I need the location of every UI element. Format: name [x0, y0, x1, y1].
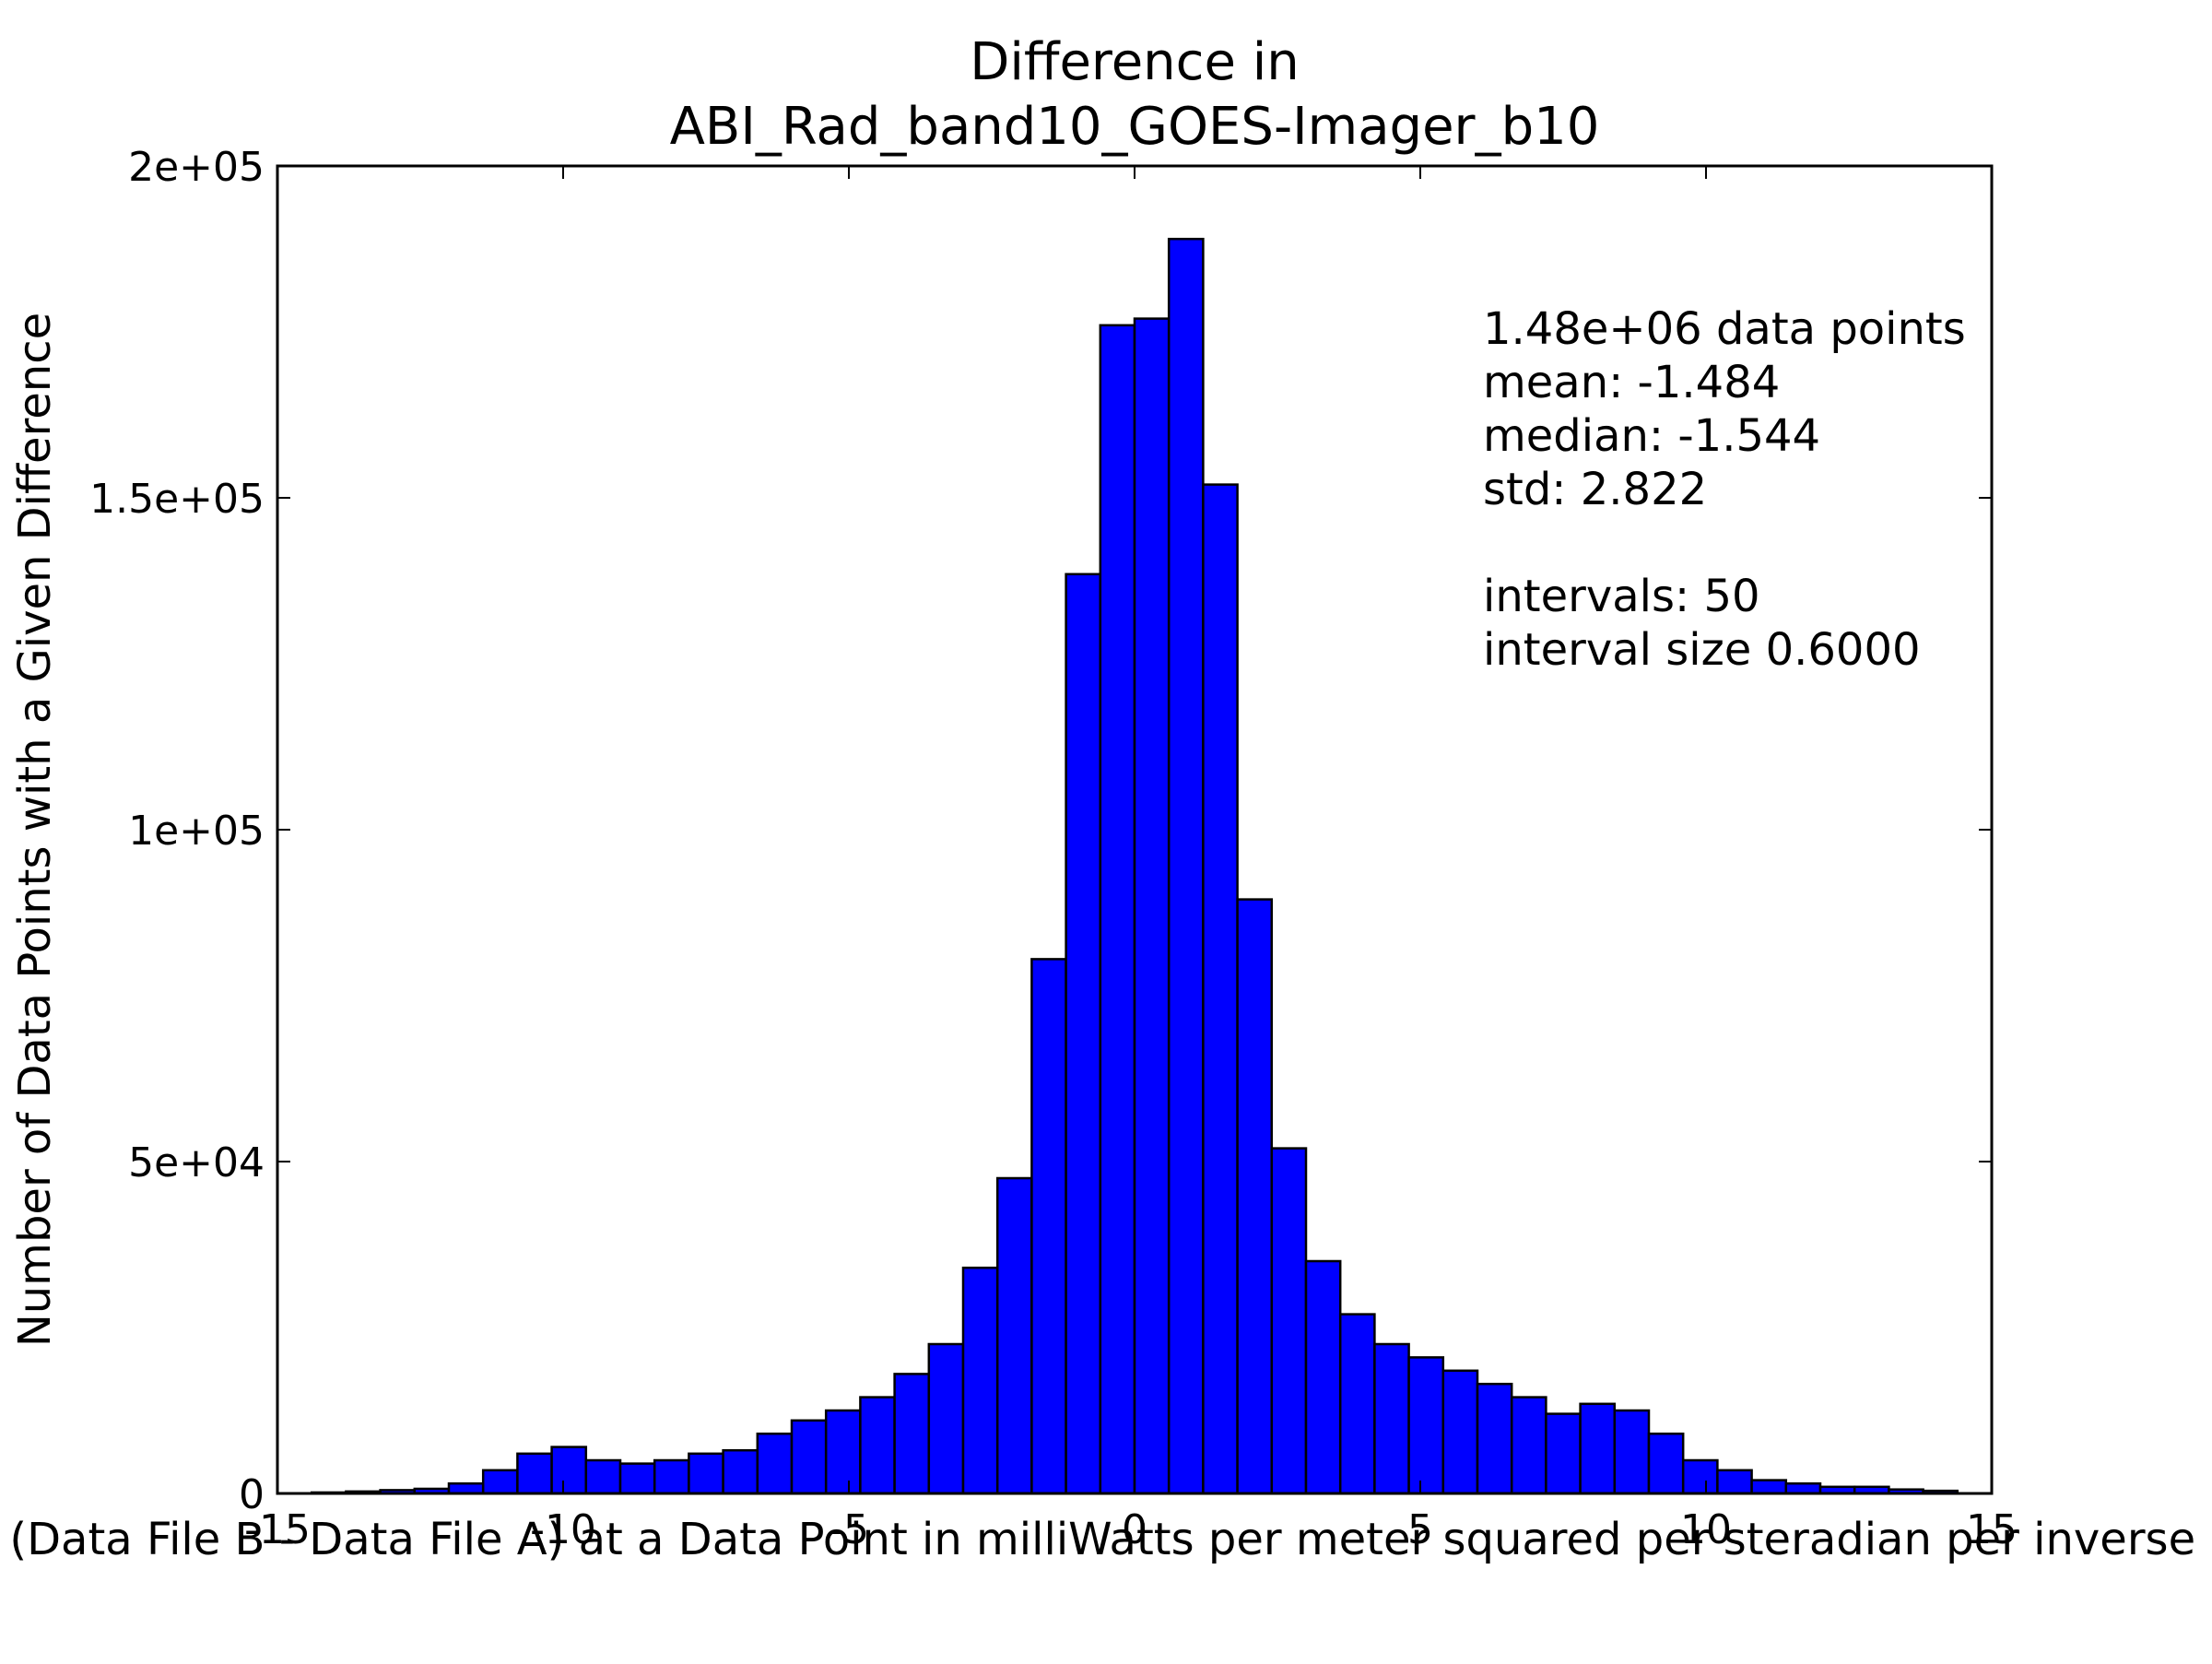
histogram-bar	[893, 1373, 931, 1495]
stats-line: median: -1.544	[1483, 410, 1820, 462]
histogram-bar	[1441, 1369, 1479, 1495]
y-tick-label: 2e+05	[128, 144, 265, 191]
x-axis-label: Value of (Data File B - Data File A) at …	[0, 1514, 2212, 1565]
histogram-bar	[1647, 1432, 1685, 1495]
x-tick-label: -15	[244, 1506, 311, 1553]
y-axis-label: Number of Data Points with a Given Diffe…	[9, 313, 61, 1347]
stats-line: intervals: 50	[1483, 571, 1760, 622]
histogram-bar	[1613, 1409, 1651, 1495]
histogram-bar	[722, 1448, 759, 1495]
histogram-bar	[584, 1458, 622, 1495]
histogram-bar	[1750, 1479, 1788, 1495]
histogram-bar	[790, 1419, 828, 1495]
histogram-bar	[1373, 1342, 1410, 1495]
x-tick-label: -10	[530, 1506, 596, 1553]
tick-group: -15 -10 -5 0 5 10 15 0 5e+04 1e+05 1.5e+05 2e+05	[89, 144, 2018, 1553]
chart-title-line-1: Difference in	[970, 32, 1300, 92]
histogram-bar	[1133, 317, 1171, 1495]
histogram-bar	[1270, 1147, 1308, 1495]
y-tick-label: 1e+05	[128, 808, 265, 855]
stats-line: 1.48e+06 data points	[1483, 303, 1966, 355]
y-tick-label: 1.5e+05	[89, 476, 265, 523]
stats-line: std: 2.822	[1483, 464, 1707, 515]
x-tick-label: 5	[1407, 1506, 1433, 1553]
histogram-bar	[1338, 1313, 1376, 1495]
histogram-bar	[756, 1432, 794, 1495]
stats-line: mean: -1.484	[1483, 357, 1780, 408]
y-tick-label: 0	[239, 1471, 265, 1518]
x-tick-label: 15	[1966, 1506, 2018, 1553]
histogram-bar	[1407, 1356, 1445, 1495]
histogram-bar	[1065, 572, 1102, 1495]
histogram-bar	[1202, 483, 1239, 1495]
histogram-bar	[1681, 1458, 1719, 1495]
histogram-bar	[1579, 1402, 1617, 1495]
histogram-bar	[1545, 1412, 1582, 1495]
histogram-bar	[1167, 237, 1205, 1495]
chart-title-line-2: ABI_Rad_band10_GOES-Imager_b10	[670, 97, 1600, 157]
x-tick-label: 0	[1122, 1506, 1147, 1553]
x-tick-label: 10	[1680, 1506, 1732, 1553]
histogram-bar	[1236, 898, 1274, 1495]
stats-line: interval size 0.6000	[1483, 624, 1921, 676]
histogram-bar	[1476, 1382, 1513, 1495]
histogram-bar	[995, 1176, 1033, 1495]
histogram-bar	[1510, 1396, 1547, 1495]
histogram-bar	[481, 1469, 519, 1495]
histogram-bar	[516, 1452, 553, 1495]
histogram-bar	[961, 1266, 999, 1495]
histogram-bar	[859, 1396, 896, 1495]
histogram-bar	[1099, 324, 1136, 1495]
histogram-bar	[1030, 958, 1067, 1495]
histogram-bar	[824, 1409, 862, 1495]
histogram-bar	[927, 1342, 965, 1495]
histogram-bar	[1716, 1469, 1753, 1495]
histogram-bar	[618, 1462, 656, 1495]
histogram-bar	[1304, 1259, 1342, 1495]
histogram-bar	[447, 1481, 485, 1495]
histogram-bar	[1784, 1481, 1822, 1495]
x-tick-label: -5	[829, 1506, 869, 1553]
histogram-bar	[550, 1446, 588, 1495]
histogram-bar	[688, 1452, 724, 1495]
histogram-bar	[653, 1458, 690, 1495]
bar-group	[310, 237, 1959, 1495]
y-tick-label: 5e+04	[128, 1139, 265, 1186]
